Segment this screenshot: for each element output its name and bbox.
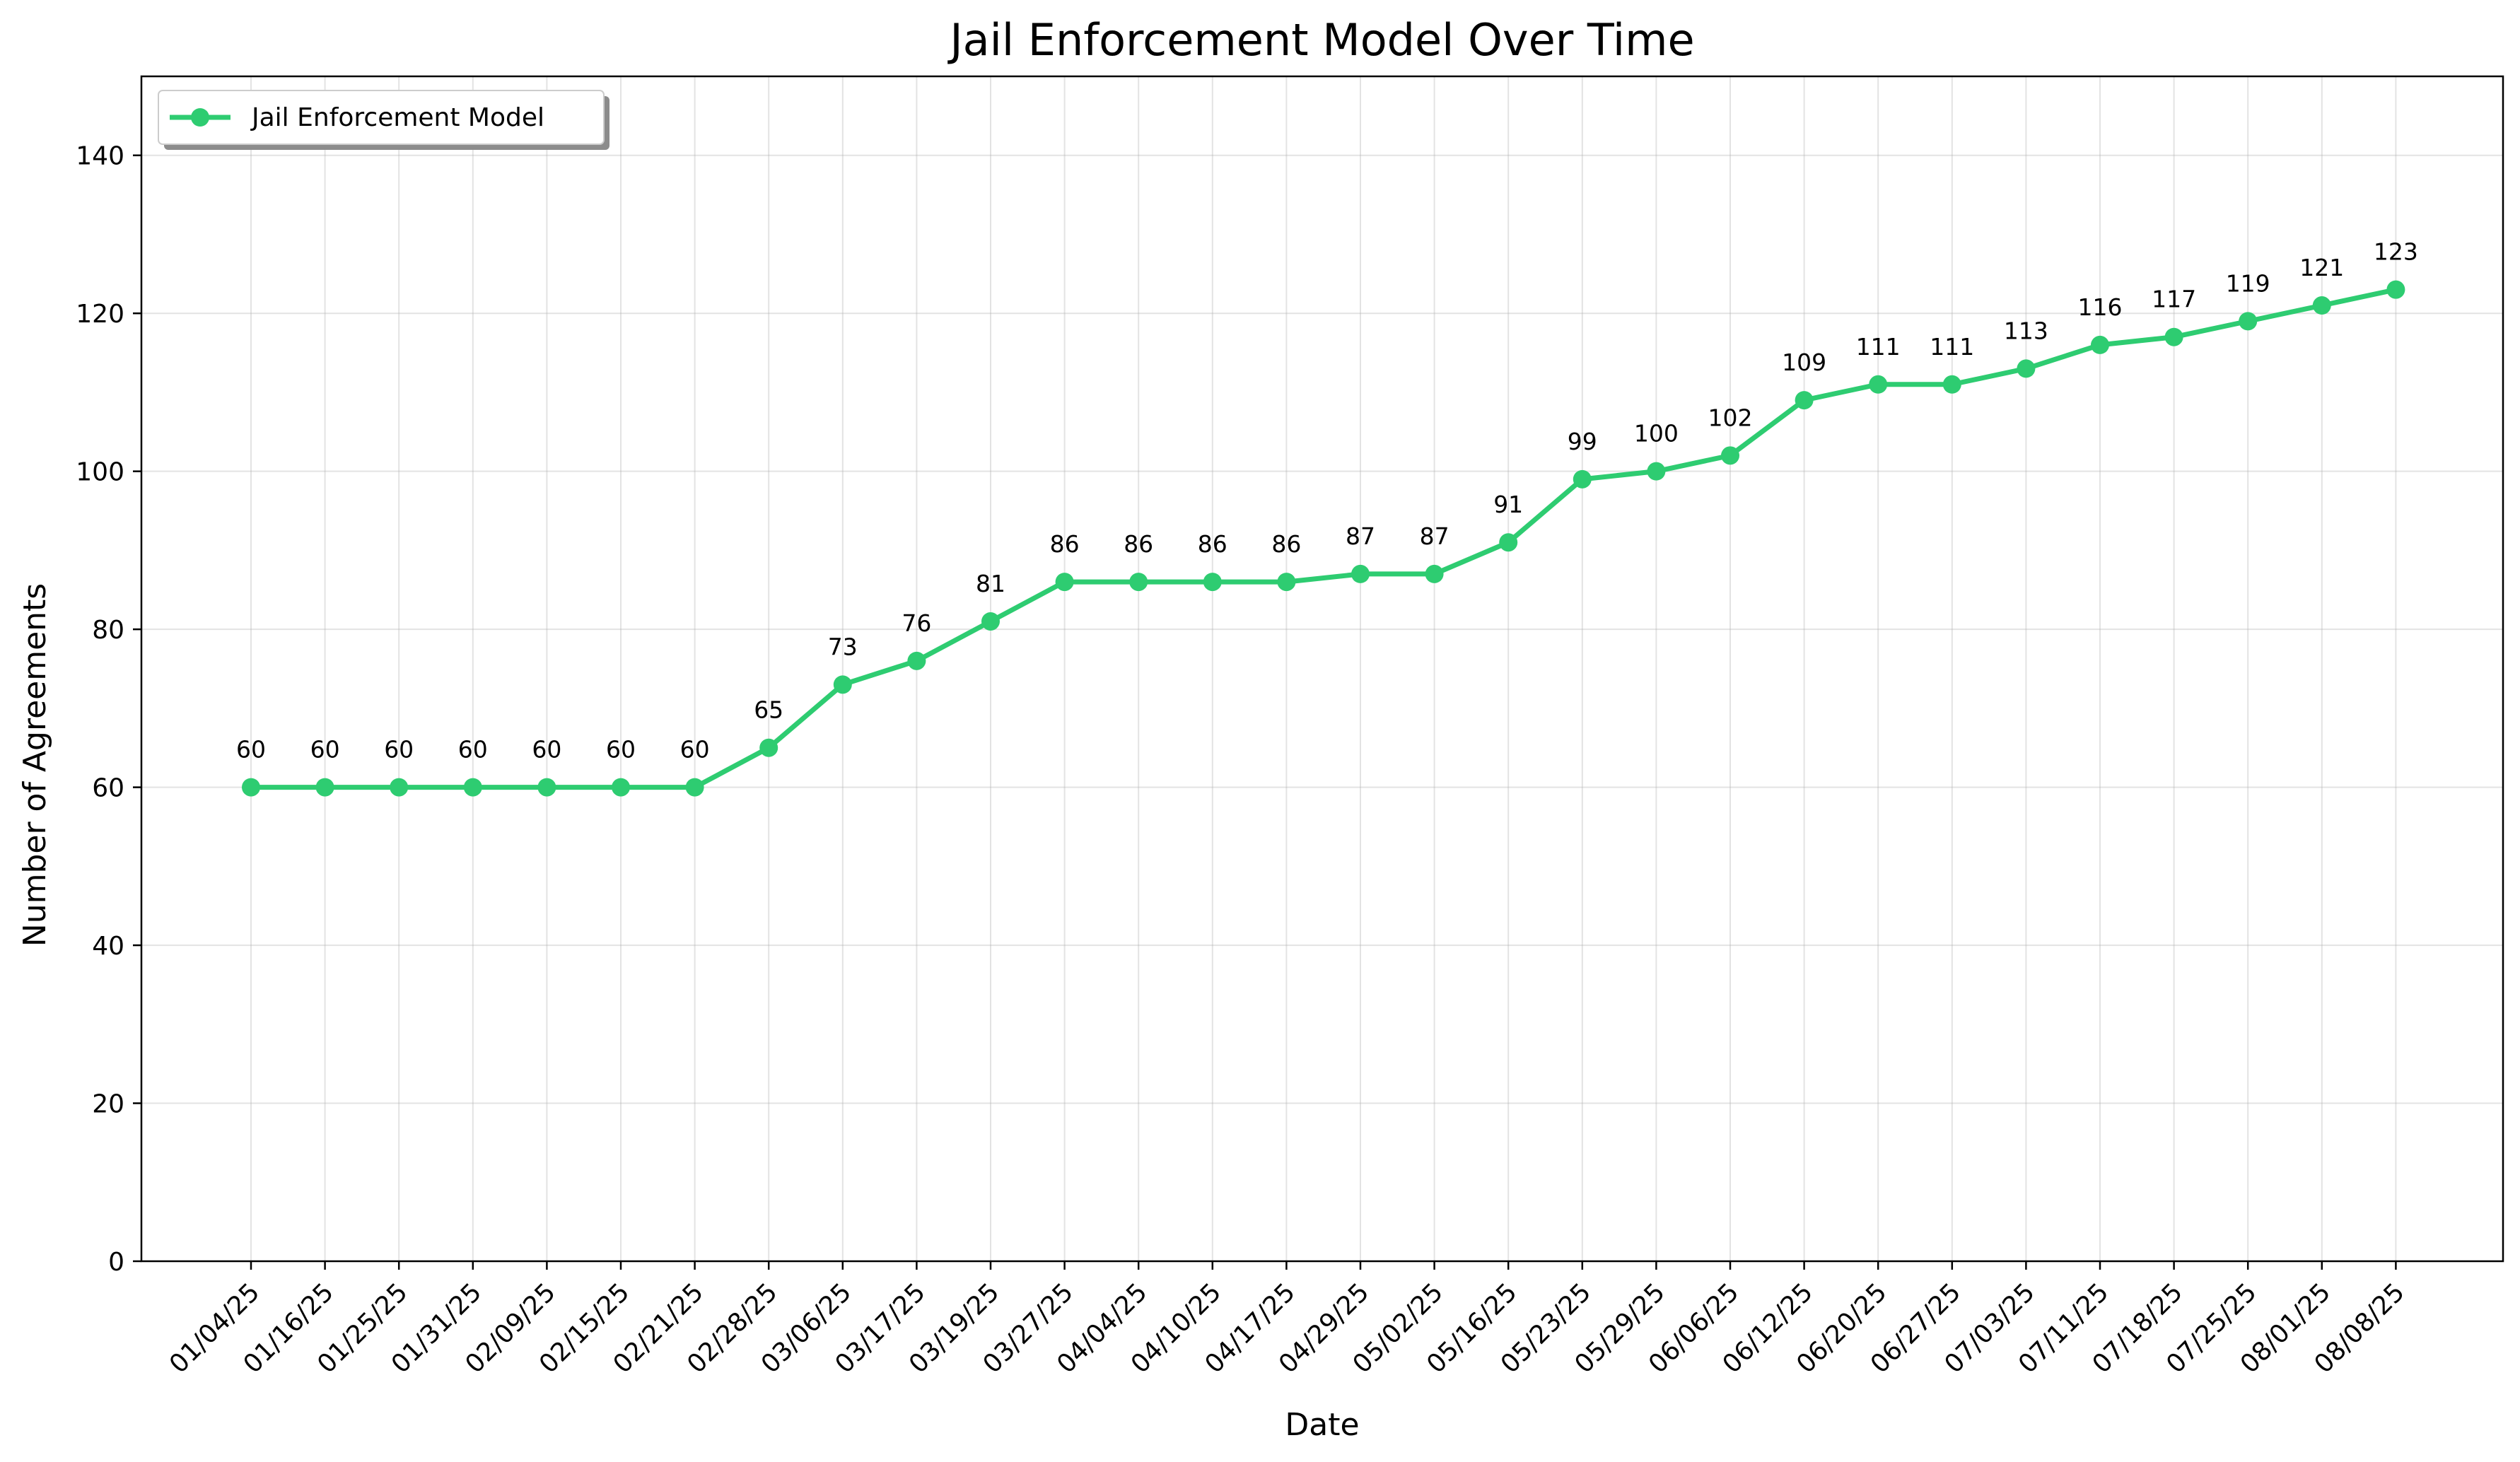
y-tick-label: 140: [76, 142, 124, 171]
data-label: 87: [1420, 522, 1449, 550]
data-label: 76: [902, 609, 931, 637]
data-point: [833, 675, 852, 694]
y-tick-label: 80: [92, 616, 124, 645]
data-point: [2017, 359, 2036, 378]
data-point: [1795, 391, 1814, 410]
data-label: 100: [1634, 420, 1679, 448]
data-point: [537, 778, 556, 797]
data-label: 60: [532, 736, 561, 764]
data-label: 87: [1346, 522, 1375, 550]
grid: [141, 76, 2503, 1262]
data-point: [907, 651, 926, 670]
y-tick-label: 120: [76, 300, 124, 329]
data-point: [759, 738, 778, 757]
data-point: [242, 778, 260, 797]
data-label: 113: [2004, 317, 2048, 344]
data-label: 73: [828, 633, 858, 660]
data-point: [1129, 573, 1148, 592]
legend: Jail Enforcement Model: [158, 90, 609, 150]
legend-label: Jail Enforcement Model: [250, 103, 544, 132]
data-label: 81: [976, 570, 1005, 597]
data-label: 60: [680, 736, 710, 764]
data-point: [2239, 312, 2258, 331]
y-tick-label: 60: [92, 774, 124, 803]
data-label: 86: [1271, 530, 1301, 558]
data-point: [463, 778, 482, 797]
data-label: 91: [1493, 491, 1523, 518]
data-label: 60: [606, 736, 636, 764]
data-label: 65: [754, 696, 783, 724]
data-label: 116: [2078, 293, 2123, 321]
series-layer: [242, 280, 2405, 797]
data-label: 60: [384, 736, 414, 764]
data-point: [1499, 533, 1518, 552]
y-tick-label: 0: [108, 1248, 124, 1277]
data-point: [1721, 446, 1739, 465]
data-point: [2386, 280, 2405, 299]
y-tick-label: 100: [76, 458, 124, 487]
data-point: [1203, 573, 1222, 592]
data-label: 99: [1568, 428, 1597, 455]
data-point: [1942, 375, 1961, 394]
data-label: 60: [236, 736, 266, 764]
chart-title: Jail Enforcement Model Over Time: [947, 14, 1694, 66]
y-tick-label: 40: [92, 932, 124, 961]
data-point: [1573, 469, 1592, 489]
data-label: 102: [1708, 404, 1753, 431]
y-axis: 0 20 40 60 80 100 120 140: [76, 142, 141, 1277]
data-label: 123: [2374, 238, 2418, 266]
x-axis-title: Date: [1285, 1407, 1359, 1443]
data-point: [1425, 564, 1444, 583]
data-label: 60: [458, 736, 488, 764]
data-point: [1055, 573, 1074, 592]
data-labels: 60 60 60 60 60 60 60 65 73 76 81 86 86 86 86 87 87 91 99 10…: [236, 238, 2418, 764]
data-label: 117: [2152, 286, 2196, 313]
y-axis-title: Number of Agreements: [17, 583, 53, 947]
data-point: [612, 778, 630, 797]
data-label: 111: [1930, 333, 1974, 361]
data-point: [1869, 375, 1888, 394]
legend-marker: [191, 108, 209, 127]
legend-box: [158, 90, 605, 145]
y-tick-label: 20: [92, 1090, 124, 1119]
data-label: 86: [1198, 530, 1227, 558]
data-point: [1647, 462, 1666, 481]
series-line: [251, 287, 2397, 790]
data-label: 111: [1856, 333, 1901, 361]
data-label: 86: [1124, 530, 1153, 558]
data-point: [2091, 335, 2109, 354]
data-label: 119: [2226, 269, 2270, 297]
data-label: 109: [1782, 349, 1826, 376]
data-point: [390, 778, 409, 797]
data-label: 121: [2299, 254, 2344, 281]
data-label: 86: [1050, 530, 1080, 558]
data-point: [1277, 573, 1296, 592]
data-point: [2164, 327, 2183, 346]
data-label: 60: [310, 736, 340, 764]
data-point: [2312, 296, 2331, 315]
data-point: [685, 778, 704, 797]
data-point: [315, 778, 334, 797]
plot-frame: [140, 75, 2504, 1263]
x-axis: 01/04/2501/16/2501/25/2501/31/2502/09/25…: [164, 1261, 2410, 1379]
data-point: [981, 612, 1000, 631]
data-point: [1351, 564, 1370, 583]
